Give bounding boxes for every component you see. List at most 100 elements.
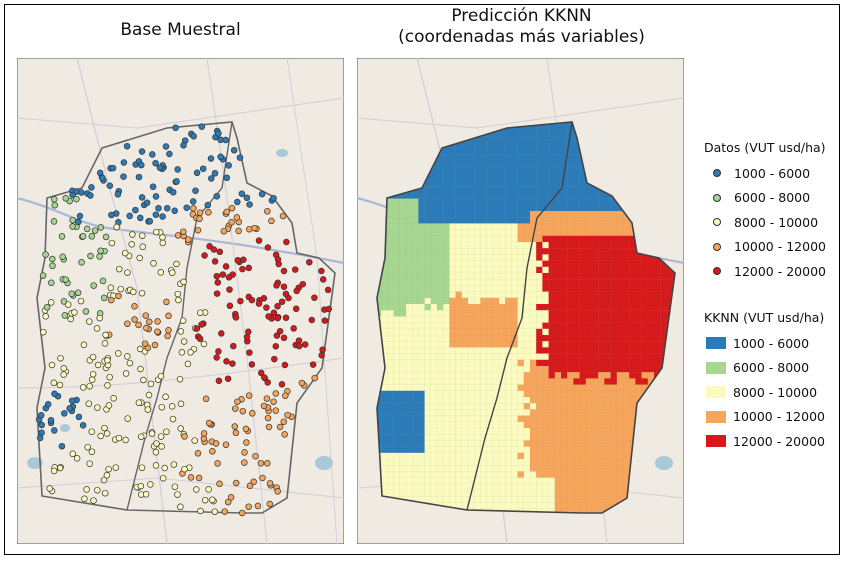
prediction-cell bbox=[616, 489, 624, 497]
prediction-cell bbox=[486, 496, 494, 503]
kknn-prediction-map[interactable] bbox=[357, 58, 684, 544]
prediction-cell bbox=[387, 440, 394, 447]
prediction-cell bbox=[436, 161, 444, 168]
sample-point bbox=[129, 231, 136, 238]
prediction-cell bbox=[405, 378, 413, 385]
prediction-cell bbox=[591, 384, 599, 392]
prediction-cell bbox=[610, 322, 618, 330]
prediction-cell bbox=[511, 186, 518, 193]
prediction-cell bbox=[393, 328, 401, 336]
sample-point bbox=[126, 212, 133, 220]
prediction-cell bbox=[554, 465, 562, 472]
prediction-cell bbox=[381, 297, 388, 305]
prediction-cell bbox=[548, 136, 556, 144]
prediction-cell bbox=[455, 334, 463, 342]
prediction-cell bbox=[573, 322, 580, 330]
prediction-cell bbox=[598, 415, 605, 423]
prediction-cell bbox=[449, 341, 456, 348]
prediction-cell bbox=[598, 223, 605, 230]
prediction-cell bbox=[616, 303, 624, 311]
prediction-cell bbox=[616, 297, 624, 305]
prediction-cell bbox=[610, 272, 618, 280]
prediction-cell bbox=[523, 186, 531, 193]
sample-point bbox=[168, 403, 176, 410]
prediction-cell bbox=[505, 241, 512, 249]
prediction-cell bbox=[436, 421, 444, 429]
prediction-cell bbox=[430, 210, 438, 218]
prediction-cell bbox=[455, 396, 463, 404]
prediction-cell bbox=[412, 477, 419, 485]
sample-point bbox=[175, 296, 182, 304]
prediction-cell bbox=[560, 235, 568, 243]
prediction-cell bbox=[399, 409, 407, 416]
prediction-cell bbox=[430, 415, 438, 423]
prediction-cell bbox=[399, 285, 407, 292]
prediction-cell bbox=[424, 465, 432, 472]
prediction-cell bbox=[486, 334, 494, 342]
sample-point bbox=[97, 432, 104, 440]
prediction-cell bbox=[461, 217, 469, 224]
prediction-cell bbox=[387, 378, 394, 385]
prediction-cell bbox=[517, 285, 525, 292]
prediction-cell bbox=[498, 248, 506, 255]
prediction-cell bbox=[492, 489, 500, 497]
prediction-cell bbox=[405, 192, 413, 199]
prediction-cell bbox=[523, 434, 531, 441]
sample-point bbox=[225, 162, 232, 169]
prediction-cell bbox=[511, 378, 518, 385]
prediction-cell bbox=[505, 291, 512, 299]
sample-point bbox=[101, 489, 109, 497]
prediction-cell bbox=[405, 235, 413, 243]
prediction-cell bbox=[492, 378, 500, 385]
sample-point bbox=[169, 188, 177, 196]
prediction-cell bbox=[443, 248, 450, 255]
prediction-cell bbox=[505, 322, 512, 330]
prediction-cell bbox=[604, 198, 611, 206]
prediction-cell bbox=[399, 297, 407, 305]
prediction-cell bbox=[467, 217, 475, 224]
prediction-cell bbox=[455, 291, 463, 299]
prediction-cell bbox=[430, 403, 438, 410]
prediction-cell bbox=[567, 378, 574, 385]
prediction-cell bbox=[573, 254, 580, 261]
sample-point bbox=[138, 161, 145, 169]
prediction-cell bbox=[598, 421, 605, 429]
prediction-cell bbox=[498, 297, 506, 305]
prediction-cell bbox=[542, 161, 549, 168]
prediction-cell bbox=[461, 198, 469, 206]
prediction-cell bbox=[635, 359, 642, 367]
prediction-cell bbox=[573, 310, 580, 317]
prediction-cell bbox=[393, 297, 401, 305]
sample-point bbox=[196, 215, 203, 222]
prediction-cell bbox=[616, 291, 624, 299]
sample-point bbox=[131, 303, 138, 310]
prediction-cell bbox=[436, 173, 444, 181]
prediction-cell bbox=[598, 502, 605, 509]
prediction-cell bbox=[610, 303, 618, 311]
prediction-cell bbox=[529, 465, 537, 472]
sample-point bbox=[153, 440, 160, 447]
sample-point bbox=[223, 358, 230, 365]
sample-point bbox=[280, 267, 288, 275]
prediction-cell bbox=[461, 254, 469, 261]
prediction-cell bbox=[412, 328, 419, 336]
prediction-cell bbox=[393, 353, 401, 361]
prediction-cell bbox=[455, 161, 463, 168]
prediction-cell bbox=[511, 434, 518, 441]
prediction-cell bbox=[492, 260, 500, 268]
sample-point bbox=[222, 441, 230, 448]
prediction-cell bbox=[579, 465, 587, 472]
prediction-cell bbox=[399, 260, 407, 268]
sample-points-map[interactable] bbox=[17, 58, 344, 544]
sample-point bbox=[232, 405, 239, 412]
prediction-cell bbox=[554, 210, 562, 218]
prediction-cell bbox=[449, 148, 456, 156]
prediction-cell bbox=[567, 279, 574, 286]
prediction-cell bbox=[591, 372, 599, 379]
sample-point bbox=[250, 478, 257, 486]
prediction-cell bbox=[616, 359, 624, 367]
prediction-cell bbox=[486, 390, 494, 398]
prediction-cell bbox=[486, 148, 494, 156]
prediction-cell bbox=[511, 235, 518, 243]
prediction-cell bbox=[598, 260, 605, 268]
